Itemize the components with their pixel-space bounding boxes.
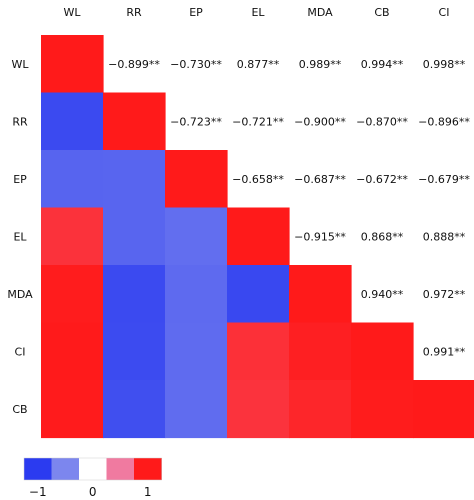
row-header: RR bbox=[12, 115, 28, 128]
legend-tick-label: 1 bbox=[144, 485, 152, 499]
correlation-label: −0.679** bbox=[418, 173, 470, 186]
heatmap-cell-cb-ci bbox=[413, 380, 474, 439]
correlation-label: 0.940** bbox=[361, 288, 404, 301]
correlation-labels: −0.899** −0.730** 0.877** 0.989** 0.994** 0.9… bbox=[108, 58, 470, 359]
row-header: CI bbox=[15, 345, 26, 358]
column-header: EL bbox=[251, 6, 265, 19]
correlation-label: 0.989** bbox=[299, 58, 342, 71]
heatmap-cell-mda-el bbox=[227, 265, 290, 324]
legend-tick-label: 0 bbox=[89, 485, 97, 499]
heatmap-cell-ci-cb bbox=[351, 322, 414, 381]
correlation-label: −0.870** bbox=[356, 115, 408, 128]
heatmap-cell-ep-ep bbox=[165, 150, 228, 209]
row-header: EP bbox=[13, 173, 27, 186]
row-headers: WL RR EP EL MDA CI CB bbox=[7, 58, 33, 416]
legend-swatch bbox=[134, 458, 162, 480]
heatmap-cell-rr-rr bbox=[103, 92, 166, 151]
correlation-label: −0.899** bbox=[108, 58, 160, 71]
row-header: WL bbox=[11, 58, 29, 71]
heatmap-cell-ci-ep bbox=[165, 322, 228, 381]
heatmap-cell-el-rr bbox=[103, 207, 166, 266]
correlation-label: −0.658** bbox=[232, 173, 284, 186]
heatmap-cell-ci-wl bbox=[41, 322, 104, 381]
heatmap-cell-wl-wl bbox=[41, 35, 104, 94]
legend-tick-label: −1 bbox=[29, 485, 47, 499]
heatmap-cell-cb-el bbox=[227, 380, 290, 439]
correlation-label: −0.721** bbox=[232, 115, 284, 128]
row-header: MDA bbox=[7, 288, 33, 301]
row-header: CB bbox=[12, 403, 27, 416]
heatmap-cell-ci-el bbox=[227, 322, 290, 381]
heatmap-cell-el-ep bbox=[165, 207, 228, 266]
legend-frame bbox=[23, 457, 162, 481]
correlation-label: −0.687** bbox=[294, 173, 346, 186]
heatmap-cells bbox=[41, 35, 474, 439]
column-header: WL bbox=[63, 6, 81, 19]
correlation-label: −0.672** bbox=[356, 173, 408, 186]
correlation-label: 0.994** bbox=[361, 58, 404, 71]
column-header: CB bbox=[374, 6, 389, 19]
legend-swatch bbox=[106, 458, 135, 480]
correlation-label: 0.998** bbox=[423, 58, 466, 71]
color-legend: −1 0 1 bbox=[23, 457, 162, 499]
correlation-label: 0.868** bbox=[361, 230, 404, 243]
heatmap-cell-el-wl bbox=[41, 207, 104, 266]
heatmap-cell-ep-rr bbox=[103, 150, 166, 209]
heatmap-cell-mda-ep bbox=[165, 265, 228, 324]
column-header: CI bbox=[439, 6, 450, 19]
correlation-label: 0.877** bbox=[237, 58, 280, 71]
heatmap-cell-mda-rr bbox=[103, 265, 166, 324]
column-header: RR bbox=[126, 6, 142, 19]
heatmap-cell-cb-ep bbox=[165, 380, 228, 439]
legend-swatch bbox=[51, 458, 80, 480]
correlation-label: 0.991** bbox=[423, 345, 466, 358]
heatmap-cell-cb-rr bbox=[103, 380, 166, 439]
heatmap-cell-cb-mda bbox=[289, 380, 352, 439]
correlation-label: −0.730** bbox=[170, 58, 222, 71]
heatmap-cell-ep-wl bbox=[41, 150, 104, 209]
row-header: EL bbox=[13, 230, 27, 243]
correlation-label: −0.896** bbox=[418, 115, 470, 128]
heatmap-cell-ci-rr bbox=[103, 322, 166, 381]
heatmap-cell-rr-wl bbox=[41, 92, 104, 151]
heatmap-cell-ci-mda bbox=[289, 322, 352, 381]
correlation-label: 0.888** bbox=[423, 230, 466, 243]
heatmap-cell-mda-wl bbox=[41, 265, 104, 324]
correlation-label: −0.723** bbox=[170, 115, 222, 128]
heatmap-cell-el-el bbox=[227, 207, 290, 266]
column-header: EP bbox=[189, 6, 203, 19]
column-headers: WL RR EP EL MDA CB CI bbox=[63, 6, 449, 19]
heatmap-cell-cb-cb bbox=[351, 380, 414, 439]
correlation-label: 0.972** bbox=[423, 288, 466, 301]
column-header: MDA bbox=[307, 6, 333, 19]
correlation-label: −0.915** bbox=[294, 230, 346, 243]
heatmap-cell-cb-wl bbox=[41, 380, 104, 439]
heatmap-cell-mda-mda bbox=[289, 265, 352, 324]
legend-swatch bbox=[79, 458, 107, 480]
legend-swatch bbox=[24, 458, 52, 480]
correlation-label: −0.900** bbox=[294, 115, 346, 128]
